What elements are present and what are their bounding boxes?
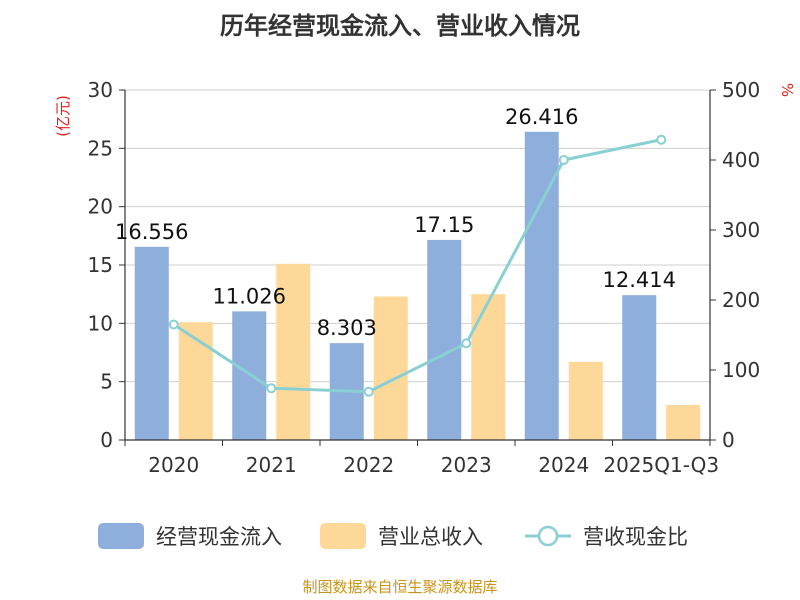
source-note: 制图数据来自恒生聚源数据库 — [302, 578, 497, 596]
x-tick-label: 2020 — [148, 453, 199, 477]
revenue-bar — [471, 294, 506, 440]
data-label: 26.416 — [505, 105, 578, 129]
chart-title: 历年经营现金流入、营业收入情况 — [220, 12, 580, 40]
left-tick-label: 25 — [88, 136, 113, 160]
x-tick-label: 2021 — [246, 453, 297, 477]
ratio-point — [656, 134, 667, 145]
ratio-line — [168, 134, 667, 397]
ratio-point — [363, 386, 374, 397]
legend-swatch-revenue — [320, 523, 366, 549]
right-tick-label: 300 — [722, 218, 760, 242]
x-tick-label: 2022 — [343, 453, 394, 477]
x-tick-label: 2025Q1-Q3 — [603, 453, 719, 477]
right-tick-label: 200 — [722, 288, 760, 312]
legend-item: 经营现金流入 — [98, 523, 282, 549]
legend-item: 营收现金比 — [525, 525, 688, 549]
legend-item: 营业总收入 — [320, 523, 483, 549]
data-labels: 16.556 11.026 8.303 17.15 26.416 12.414 — [115, 105, 676, 340]
legend-swatch-ratio-marker — [537, 525, 559, 547]
data-label: 12.414 — [603, 268, 676, 292]
revenue-bar — [178, 322, 213, 440]
cash-inflow-bar — [622, 295, 657, 440]
left-tick-label: 5 — [100, 370, 113, 394]
left-tick-label: 30 — [88, 78, 113, 102]
left-tick-label: 10 — [88, 311, 113, 335]
x-tick-label: 2024 — [538, 453, 589, 477]
data-label: 17.15 — [414, 213, 474, 237]
cash-inflow-bar — [427, 239, 462, 440]
revenue-bar — [276, 263, 311, 440]
right-tick-label: 0 — [722, 428, 735, 452]
data-label: 16.556 — [115, 220, 188, 244]
revenue-bar — [666, 405, 701, 440]
legend-label: 营业总收入 — [378, 525, 483, 549]
legend-label: 营收现金比 — [583, 525, 688, 549]
legend-label: 经营现金流入 — [156, 525, 282, 549]
right-axis-unit: % — [778, 83, 796, 97]
cash-inflow-bar — [232, 311, 267, 440]
cash-inflow-bar — [134, 246, 169, 440]
grid-lines — [125, 89, 710, 383]
data-label: 8.303 — [317, 316, 377, 340]
revenue-bar — [568, 361, 603, 440]
revenue-bar — [373, 296, 408, 440]
left-tick-label: 20 — [88, 195, 113, 219]
x-tick-label: 2023 — [441, 453, 492, 477]
ratio-point — [168, 319, 179, 330]
right-tick-label: 500 — [722, 78, 760, 102]
left-tick-label: 15 — [88, 253, 113, 277]
left-tick-label: 0 — [100, 428, 113, 452]
ratio-point — [558, 155, 569, 165]
right-tick-label: 400 — [722, 148, 760, 172]
left-axis-unit: (亿元) — [54, 95, 72, 137]
ratio-line-path — [172, 138, 662, 394]
ratio-point — [461, 338, 472, 349]
data-label: 11.026 — [213, 284, 286, 308]
right-tick-label: 100 — [722, 358, 760, 382]
legend: 经营现金流入 营业总收入 营收现金比 — [98, 523, 688, 549]
ratio-point — [266, 383, 277, 394]
legend-swatch-cash-inflow — [98, 523, 144, 549]
